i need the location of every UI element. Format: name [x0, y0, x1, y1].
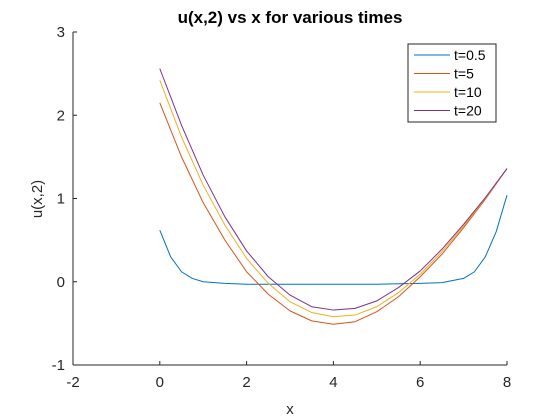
legend-label: t=10	[454, 84, 482, 100]
y-tick-label: 3	[57, 24, 65, 41]
legend-label: t=0.5	[454, 47, 486, 63]
x-tick-label: -2	[66, 374, 79, 391]
plot-area: -2 0 2 4 6 8 -1 0 1 2 3	[52, 24, 512, 391]
chart-title: u(x,2) vs x for various times	[178, 8, 403, 27]
y-axis-label: u(x,2)	[29, 180, 46, 218]
y-tick-label: 0	[57, 274, 65, 291]
legend: t=0.5 t=5 t=10 t=20	[407, 43, 497, 123]
legend-box	[407, 43, 497, 123]
legend-label: t=5	[454, 66, 474, 82]
x-tick-label: 0	[156, 374, 164, 391]
x-tick-label: 6	[416, 374, 424, 391]
x-tick-label: 8	[503, 374, 511, 391]
series-line-4	[159, 68, 508, 311]
x-axis-label: x	[286, 401, 294, 418]
series-line-2	[159, 102, 508, 325]
series-line-3	[159, 80, 508, 318]
y-tick-label: 1	[57, 191, 65, 208]
series-line-1	[159, 195, 508, 285]
x-tick-label: 2	[242, 374, 250, 391]
legend-label: t=20	[454, 103, 482, 119]
y-tick-label: -1	[52, 357, 65, 374]
y-tick-label: 2	[57, 107, 65, 124]
x-tick-label: 4	[329, 374, 337, 391]
